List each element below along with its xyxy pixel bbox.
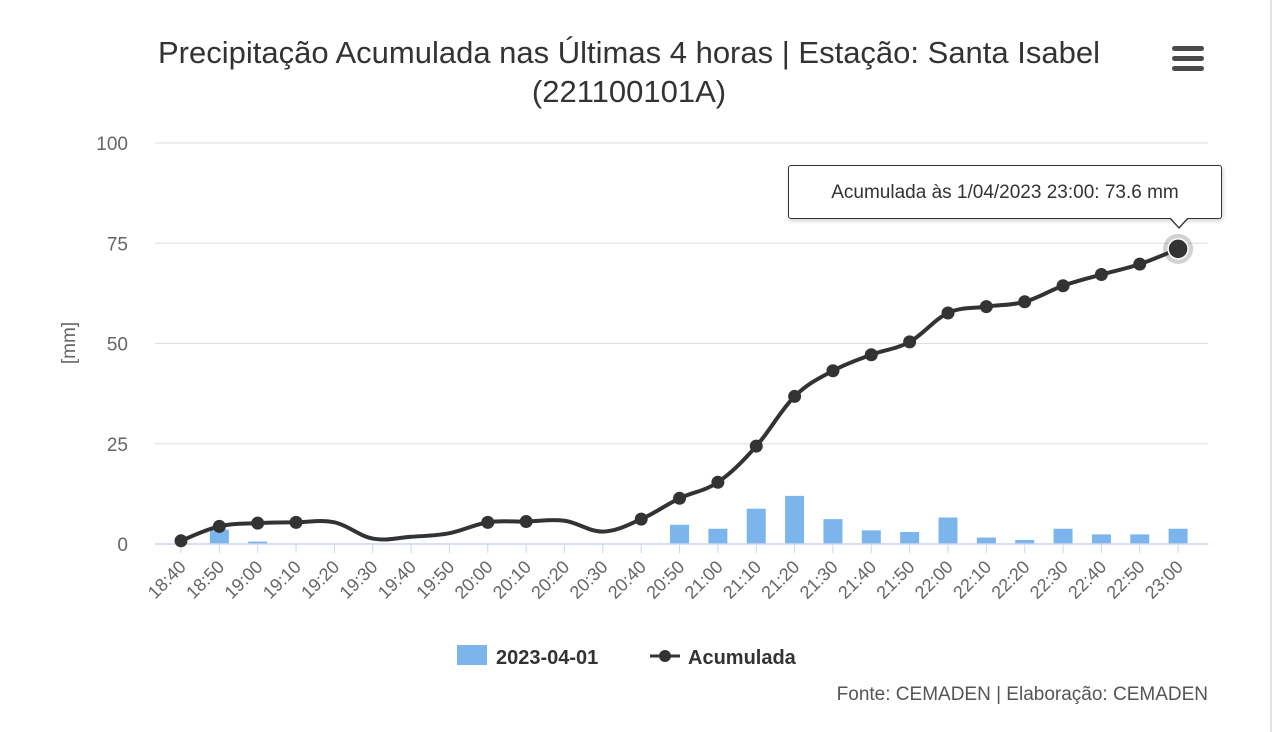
bar[interactable]	[1091, 534, 1111, 544]
x-tick-label: 18:40	[144, 557, 190, 603]
legend-line-label: Acumulada	[688, 647, 797, 669]
x-tick-label: 19:40	[374, 557, 420, 603]
bar[interactable]	[823, 519, 843, 544]
x-tick-label: 20:40	[604, 557, 650, 603]
bar[interactable]	[861, 530, 881, 544]
page-edge-divider	[1270, 0, 1272, 732]
x-tick-label: 20:00	[451, 557, 497, 603]
y-axis-label: [mm]	[59, 322, 80, 364]
bar[interactable]	[1168, 528, 1188, 544]
line-point[interactable]	[1133, 257, 1147, 271]
bar[interactable]	[1015, 539, 1035, 544]
y-axis-ticks: 0 25 50 75 100	[96, 134, 128, 556]
line-point[interactable]	[826, 364, 840, 378]
x-tick-label: 21:10	[719, 557, 765, 603]
y-tick-label: 100	[96, 134, 128, 155]
legend-bar-swatch	[457, 645, 487, 665]
line-point[interactable]	[174, 534, 188, 548]
x-tick-label: 18:50	[182, 557, 228, 603]
line-point[interactable]	[1094, 268, 1108, 282]
line-point[interactable]	[979, 300, 993, 314]
x-tick-label: 21:20	[757, 557, 803, 603]
line-point[interactable]	[634, 512, 648, 526]
line-point[interactable]	[941, 306, 955, 320]
bar[interactable]	[670, 524, 690, 544]
legend-item-line[interactable]: Acumulada	[650, 647, 797, 669]
x-tick-label: 22:10	[949, 557, 995, 603]
bar[interactable]	[708, 528, 728, 544]
line-point[interactable]	[251, 516, 265, 530]
x-tick-label: 19:10	[259, 557, 305, 603]
bar[interactable]	[976, 537, 996, 544]
bar[interactable]	[209, 529, 229, 544]
x-tick-label: 22:00	[911, 557, 957, 603]
line-point[interactable]	[903, 335, 917, 349]
bar[interactable]	[746, 508, 766, 544]
bar-series[interactable]	[209, 495, 1188, 544]
bar[interactable]	[938, 517, 958, 544]
bar[interactable]	[785, 495, 805, 544]
bar[interactable]	[1130, 534, 1150, 544]
line-point[interactable]	[749, 439, 763, 453]
bar[interactable]	[900, 531, 920, 544]
y-tick-label: 50	[107, 335, 128, 356]
x-tick-label: 20:50	[642, 557, 688, 603]
legend[interactable]: 2023-04-01 Acumulada	[457, 645, 797, 669]
line-point-active[interactable]	[1167, 238, 1189, 260]
line-point[interactable]	[519, 515, 533, 529]
y-tick-label: 0	[117, 535, 128, 556]
x-tick-label: 21:40	[834, 557, 880, 603]
legend-item-bars[interactable]: 2023-04-01	[457, 645, 598, 669]
line-point[interactable]	[788, 389, 802, 403]
chart-title: Precipitação Acumulada nas Últimas 4 hor…	[158, 35, 1100, 70]
x-tick-label: 19:30	[336, 557, 382, 603]
line-point[interactable]	[1018, 295, 1032, 309]
x-tick-label: 23:00	[1141, 557, 1187, 603]
hamburger-menu-icon[interactable]	[1166, 40, 1210, 80]
y-tick-label: 25	[107, 435, 128, 456]
data-tooltip: Acumulada às 1/04/2023 23:00: 73.6 mm	[788, 165, 1222, 229]
bar[interactable]	[248, 541, 268, 544]
x-tick-label: 22:50	[1103, 557, 1149, 603]
line-point[interactable]	[481, 515, 495, 529]
x-tick-label: 20:30	[566, 557, 612, 603]
x-tick-label: 19:20	[297, 557, 343, 603]
x-tick-label: 19:50	[412, 557, 458, 603]
line-series[interactable]	[174, 233, 1194, 548]
x-tick-label: 21:50	[872, 557, 918, 603]
y-tick-label: 75	[107, 234, 128, 255]
x-tick-label: 21:00	[681, 557, 727, 603]
line-point[interactable]	[711, 475, 725, 489]
chart-title-line2: (221100101A)	[532, 74, 726, 109]
line-point[interactable]	[212, 519, 226, 533]
x-axis-ticks: 18:4018:5019:0019:1019:2019:3019:4019:50…	[144, 544, 1187, 603]
x-tick-label: 20:20	[527, 557, 573, 603]
x-tick-label: 19:00	[221, 557, 267, 603]
legend-line-marker	[659, 650, 671, 662]
grid-lines	[155, 142, 1208, 445]
line-point[interactable]	[289, 515, 303, 529]
line-point[interactable]	[673, 491, 687, 505]
x-tick-label: 21:30	[796, 557, 842, 603]
bar[interactable]	[1053, 528, 1073, 544]
x-tick-label: 22:40	[1064, 557, 1110, 603]
line-point[interactable]	[864, 348, 878, 362]
x-tick-label: 20:10	[489, 557, 535, 603]
credits-text[interactable]: Fonte: CEMADEN | Elaboração: CEMADEN	[836, 684, 1208, 705]
legend-bar-label: 2023-04-01	[496, 647, 598, 669]
x-tick-label: 22:30	[1026, 557, 1072, 603]
line-point[interactable]	[1056, 279, 1070, 293]
x-tick-label: 22:20	[988, 557, 1034, 603]
